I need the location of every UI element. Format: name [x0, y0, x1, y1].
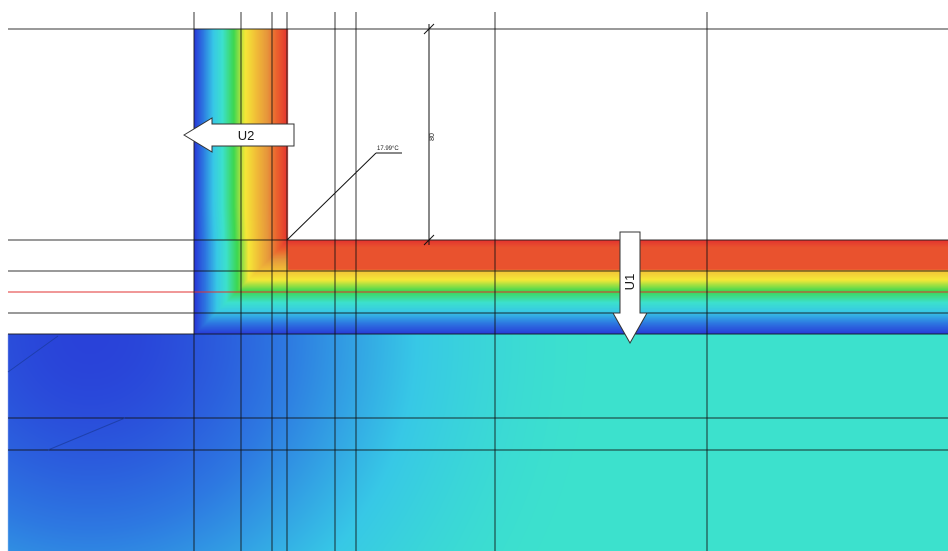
dimension-marker	[423, 23, 435, 246]
u1-arrow: U1	[612, 231, 648, 345]
soil-diagonal-lines	[7, 335, 126, 451]
dimension-tick-bottom	[423, 234, 435, 246]
horizontal-guide-lines	[8, 28, 948, 451]
vertical-guide-lines	[193, 12, 708, 551]
u2-label: U2	[238, 128, 255, 143]
dimension-label: 80	[429, 133, 436, 141]
u1-arrow-shape	[612, 231, 648, 345]
u2-arrow-shape	[183, 117, 295, 153]
u2-arrow: U2	[183, 117, 295, 153]
soil-diagonal-2	[47, 417, 126, 451]
temperature-label: 17.99°C	[377, 146, 399, 152]
soil-diagonal-1	[7, 335, 59, 373]
temperature-leader-line	[286, 152, 377, 241]
u1-label: U1	[622, 274, 637, 291]
dimension-tick-top	[423, 23, 435, 35]
